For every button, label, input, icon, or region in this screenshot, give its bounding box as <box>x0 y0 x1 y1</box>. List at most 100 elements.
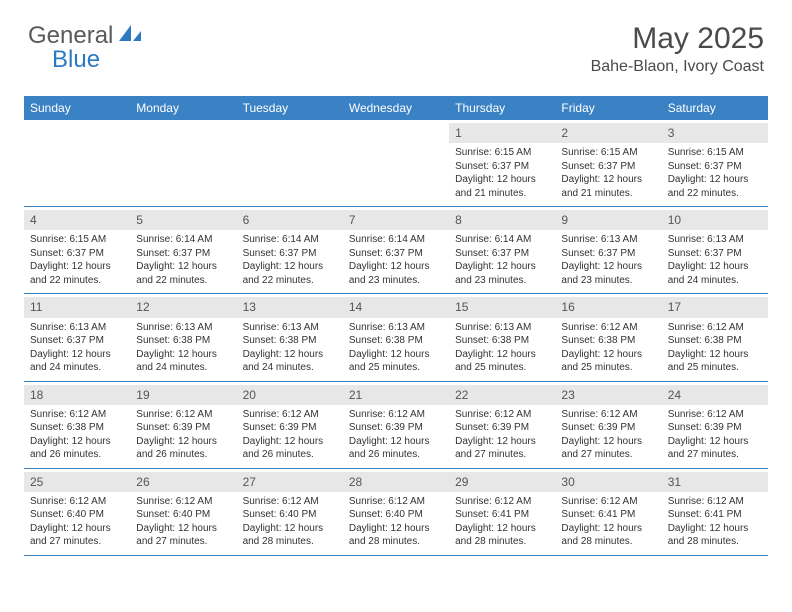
day-number: 7 <box>343 210 449 230</box>
weekday-header: Wednesday <box>343 96 449 120</box>
daylight-text: and 27 minutes. <box>668 448 762 462</box>
day-cell <box>237 120 343 206</box>
sunrise-text: Sunrise: 6:14 AM <box>136 233 230 247</box>
day-number: 14 <box>343 297 449 317</box>
sunrise-text: Sunrise: 6:15 AM <box>668 146 762 160</box>
week-row: 25Sunrise: 6:12 AMSunset: 6:40 PMDayligh… <box>24 469 768 556</box>
sunrise-text: Sunrise: 6:12 AM <box>455 495 549 509</box>
sunrise-text: Sunrise: 6:12 AM <box>30 408 124 422</box>
sunset-text: Sunset: 6:38 PM <box>136 334 230 348</box>
daylight-text: Daylight: 12 hours <box>243 260 337 274</box>
day-cell: 21Sunrise: 6:12 AMSunset: 6:39 PMDayligh… <box>343 382 449 468</box>
daylight-text: and 21 minutes. <box>561 187 655 201</box>
daylight-text: Daylight: 12 hours <box>668 173 762 187</box>
weekday-header: Monday <box>130 96 236 120</box>
daylight-text: and 22 minutes. <box>136 274 230 288</box>
sunrise-text: Sunrise: 6:13 AM <box>349 321 443 335</box>
daylight-text: and 24 minutes. <box>668 274 762 288</box>
sunset-text: Sunset: 6:37 PM <box>455 160 549 174</box>
sunset-text: Sunset: 6:39 PM <box>455 421 549 435</box>
sunrise-text: Sunrise: 6:12 AM <box>349 408 443 422</box>
day-cell: 30Sunrise: 6:12 AMSunset: 6:41 PMDayligh… <box>555 469 661 555</box>
daylight-text: Daylight: 12 hours <box>243 435 337 449</box>
day-number: 30 <box>555 472 661 492</box>
sunset-text: Sunset: 6:39 PM <box>243 421 337 435</box>
day-number: 5 <box>130 210 236 230</box>
sunset-text: Sunset: 6:41 PM <box>561 508 655 522</box>
day-number: 26 <box>130 472 236 492</box>
day-cell: 13Sunrise: 6:13 AMSunset: 6:38 PMDayligh… <box>237 294 343 380</box>
day-number: 25 <box>24 472 130 492</box>
daylight-text: and 24 minutes. <box>136 361 230 375</box>
sunset-text: Sunset: 6:38 PM <box>561 334 655 348</box>
day-cell: 18Sunrise: 6:12 AMSunset: 6:38 PMDayligh… <box>24 382 130 468</box>
day-number: 13 <box>237 297 343 317</box>
day-cell: 15Sunrise: 6:13 AMSunset: 6:38 PMDayligh… <box>449 294 555 380</box>
daylight-text: and 23 minutes. <box>561 274 655 288</box>
sunrise-text: Sunrise: 6:12 AM <box>349 495 443 509</box>
day-cell: 24Sunrise: 6:12 AMSunset: 6:39 PMDayligh… <box>662 382 768 468</box>
day-number: 2 <box>555 123 661 143</box>
day-cell: 11Sunrise: 6:13 AMSunset: 6:37 PMDayligh… <box>24 294 130 380</box>
sunset-text: Sunset: 6:38 PM <box>30 421 124 435</box>
day-cell: 1 Sunrise: 6:15 AMSunset: 6:37 PMDaylight… <box>449 120 555 206</box>
daylight-text: and 21 minutes. <box>455 187 549 201</box>
sunset-text: Sunset: 6:38 PM <box>349 334 443 348</box>
day-cell: 12Sunrise: 6:13 AMSunset: 6:38 PMDayligh… <box>130 294 236 380</box>
day-number: 6 <box>237 210 343 230</box>
sunrise-text: Sunrise: 6:12 AM <box>668 321 762 335</box>
daylight-text: Daylight: 12 hours <box>455 173 549 187</box>
day-number: 3 <box>662 123 768 143</box>
daylight-text: and 26 minutes. <box>243 448 337 462</box>
week-row: 18Sunrise: 6:12 AMSunset: 6:38 PMDayligh… <box>24 382 768 469</box>
day-cell: 20Sunrise: 6:12 AMSunset: 6:39 PMDayligh… <box>237 382 343 468</box>
day-number: 15 <box>449 297 555 317</box>
sunset-text: Sunset: 6:38 PM <box>455 334 549 348</box>
daylight-text: Daylight: 12 hours <box>349 522 443 536</box>
sunrise-text: Sunrise: 6:12 AM <box>668 408 762 422</box>
daylight-text: and 23 minutes. <box>349 274 443 288</box>
day-number: 22 <box>449 385 555 405</box>
daylight-text: Daylight: 12 hours <box>668 348 762 362</box>
daylight-text: and 28 minutes. <box>668 535 762 549</box>
sunset-text: Sunset: 6:39 PM <box>668 421 762 435</box>
day-cell: 10Sunrise: 6:13 AMSunset: 6:37 PMDayligh… <box>662 207 768 293</box>
daylight-text: Daylight: 12 hours <box>561 522 655 536</box>
day-number: 11 <box>24 297 130 317</box>
sunrise-text: Sunrise: 6:13 AM <box>668 233 762 247</box>
sunset-text: Sunset: 6:39 PM <box>349 421 443 435</box>
day-number: 21 <box>343 385 449 405</box>
sunset-text: Sunset: 6:40 PM <box>349 508 443 522</box>
day-number: 23 <box>555 385 661 405</box>
daylight-text: and 26 minutes. <box>349 448 443 462</box>
daylight-text: Daylight: 12 hours <box>455 348 549 362</box>
sunset-text: Sunset: 6:37 PM <box>349 247 443 261</box>
daylight-text: Daylight: 12 hours <box>30 348 124 362</box>
sunrise-text: Sunrise: 6:15 AM <box>30 233 124 247</box>
sunset-text: Sunset: 6:39 PM <box>136 421 230 435</box>
weekday-header: Thursday <box>449 96 555 120</box>
daylight-text: and 25 minutes. <box>455 361 549 375</box>
daylight-text: and 28 minutes. <box>349 535 443 549</box>
day-cell: 5Sunrise: 6:14 AMSunset: 6:37 PMDaylight… <box>130 207 236 293</box>
daylight-text: Daylight: 12 hours <box>30 435 124 449</box>
sunrise-text: Sunrise: 6:12 AM <box>668 495 762 509</box>
day-number: 10 <box>662 210 768 230</box>
sunrise-text: Sunrise: 6:12 AM <box>561 408 655 422</box>
sunrise-text: Sunrise: 6:13 AM <box>243 321 337 335</box>
day-number: 1 <box>449 123 555 143</box>
daylight-text: Daylight: 12 hours <box>668 435 762 449</box>
daylight-text: Daylight: 12 hours <box>349 260 443 274</box>
daylight-text: and 28 minutes. <box>561 535 655 549</box>
day-number: 19 <box>130 385 236 405</box>
weeks-container: 1Sunrise: 6:15 AMSunset: 6:37 PMDaylight… <box>24 120 768 556</box>
sunrise-text: Sunrise: 6:12 AM <box>455 408 549 422</box>
sunrise-text: Sunrise: 6:15 AM <box>455 146 549 160</box>
daylight-text: Daylight: 12 hours <box>668 260 762 274</box>
sunset-text: Sunset: 6:41 PM <box>455 508 549 522</box>
day-cell: 31Sunrise: 6:12 AMSunset: 6:41 PMDayligh… <box>662 469 768 555</box>
daylight-text: and 24 minutes. <box>243 361 337 375</box>
daylight-text: Daylight: 12 hours <box>561 173 655 187</box>
day-cell: 23Sunrise: 6:12 AMSunset: 6:39 PMDayligh… <box>555 382 661 468</box>
day-number: 8 <box>449 210 555 230</box>
